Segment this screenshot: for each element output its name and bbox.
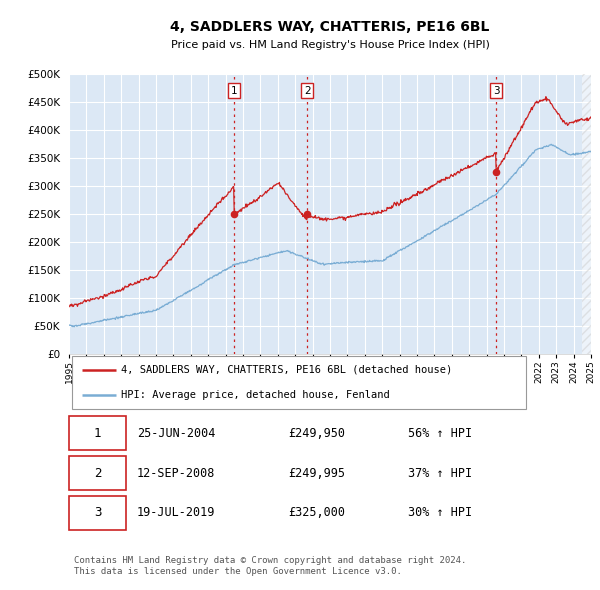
Text: 19-JUL-2019: 19-JUL-2019 <box>137 506 215 519</box>
Text: 1: 1 <box>94 427 101 440</box>
FancyBboxPatch shape <box>69 416 127 451</box>
Text: 3: 3 <box>94 506 101 519</box>
Text: 56% ↑ HPI: 56% ↑ HPI <box>409 427 472 440</box>
Text: 30% ↑ HPI: 30% ↑ HPI <box>409 506 472 519</box>
FancyBboxPatch shape <box>69 496 127 530</box>
Text: 37% ↑ HPI: 37% ↑ HPI <box>409 467 472 480</box>
Text: £249,950: £249,950 <box>288 427 345 440</box>
Text: Contains HM Land Registry data © Crown copyright and database right 2024.
This d: Contains HM Land Registry data © Crown c… <box>74 556 467 576</box>
Text: 25-JUN-2004: 25-JUN-2004 <box>137 427 215 440</box>
Text: 12-SEP-2008: 12-SEP-2008 <box>137 467 215 480</box>
Text: 3: 3 <box>493 86 499 96</box>
Polygon shape <box>582 74 591 355</box>
Text: HPI: Average price, detached house, Fenland: HPI: Average price, detached house, Fenl… <box>121 391 390 401</box>
Text: 2: 2 <box>94 467 101 480</box>
Text: 1: 1 <box>231 86 238 96</box>
Text: Price paid vs. HM Land Registry's House Price Index (HPI): Price paid vs. HM Land Registry's House … <box>170 40 490 50</box>
Text: £249,995: £249,995 <box>288 467 345 480</box>
Text: 4, SADDLERS WAY, CHATTERIS, PE16 6BL (detached house): 4, SADDLERS WAY, CHATTERIS, PE16 6BL (de… <box>121 365 452 375</box>
FancyBboxPatch shape <box>69 455 127 490</box>
Text: £325,000: £325,000 <box>288 506 345 519</box>
FancyBboxPatch shape <box>71 356 526 409</box>
Text: 4, SADDLERS WAY, CHATTERIS, PE16 6BL: 4, SADDLERS WAY, CHATTERIS, PE16 6BL <box>170 19 490 34</box>
Text: 2: 2 <box>304 86 311 96</box>
